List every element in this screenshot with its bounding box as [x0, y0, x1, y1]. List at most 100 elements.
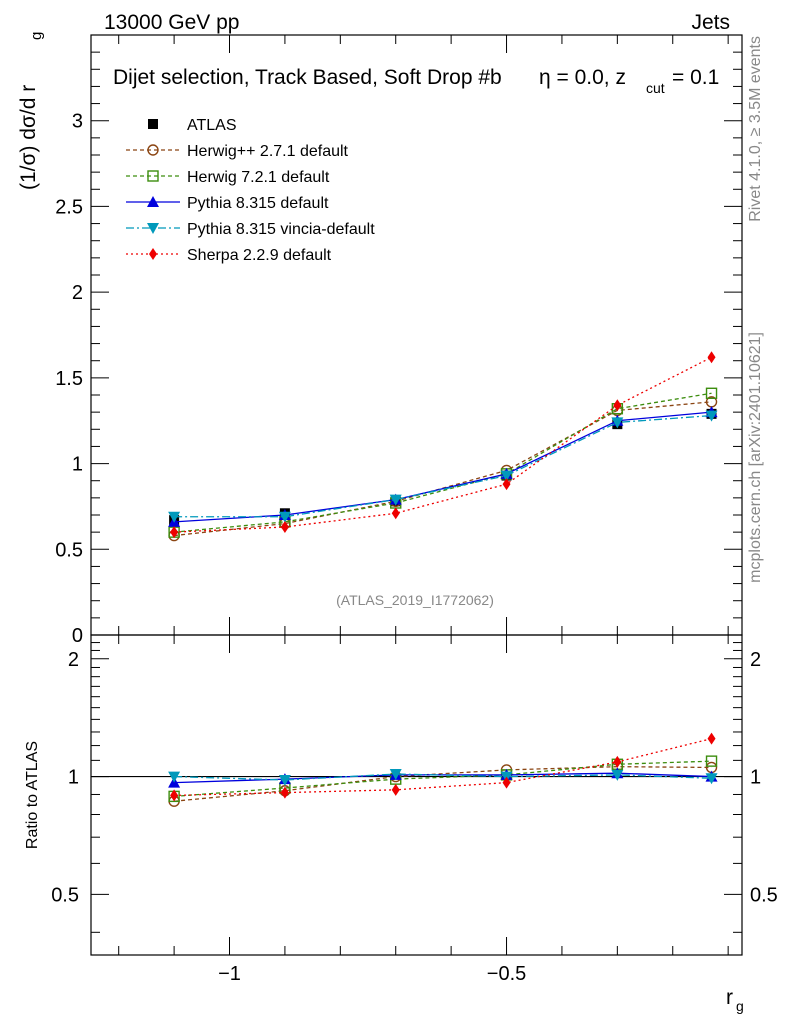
- data-point: [502, 478, 511, 491]
- ratio-point: [391, 783, 400, 796]
- ratio-y-tick-label: 2: [68, 649, 79, 671]
- ratio-y-tick-label: 1: [68, 767, 79, 789]
- series-2: [168, 387, 718, 538]
- plot-title: Dijet selection, Track Based, Soft Drop …: [113, 66, 719, 96]
- rivet-label: Rivet 4.1.0, ≥ 3.5M events: [747, 36, 764, 222]
- data-point: [707, 351, 716, 364]
- ratio-point: [705, 755, 718, 767]
- data-point: [705, 410, 718, 422]
- main-y-tick-label: 2.5: [55, 196, 83, 218]
- mcplots-label: mcplots.cern.ch [arXiv:2401.10621]: [747, 332, 764, 583]
- series-line: [174, 411, 712, 523]
- title-end: = 0.1: [672, 66, 719, 89]
- series-5: [170, 351, 716, 539]
- main-y-tick-label: 1.5: [55, 368, 83, 390]
- main-y-tick-label: 0: [72, 625, 83, 647]
- ratio-series: [168, 732, 718, 807]
- series-line: [174, 392, 712, 533]
- series-line: [174, 356, 712, 533]
- main-series: [168, 351, 718, 542]
- legend-label: Herwig++ 2.7.1 default: [187, 143, 349, 160]
- ratio-y-tick-label: 0.5: [51, 884, 79, 906]
- data-point: [705, 387, 718, 399]
- legend-marker: [147, 144, 159, 156]
- ratio-y-tick-label-right: 2: [750, 649, 761, 671]
- ratio-frame: [90, 634, 743, 956]
- legend-marker: [147, 223, 159, 234]
- x-axis-label-main: r: [726, 986, 733, 1009]
- ratio-series-2: [168, 755, 718, 803]
- ratio-point: [705, 773, 718, 785]
- series-line: [174, 414, 712, 518]
- legend-item: Pythia 8.315 vincia-default: [126, 221, 375, 238]
- legend-marker: [147, 170, 159, 182]
- main-panel: 0 0.5 1 1.5 2 2.5 3 Dijet selection, Track Bas…: [55, 34, 743, 647]
- y-axis-label-sub: g: [28, 32, 45, 40]
- data-point: [611, 417, 624, 429]
- ratio-point: [611, 769, 624, 781]
- ratio-point: [613, 755, 622, 768]
- data-point: [613, 399, 622, 412]
- ratio-series-1: [168, 760, 718, 807]
- ratio-panel: 0.5 0.5 1 1 2 2: [51, 634, 778, 956]
- title-main: Dijet selection, Track Based, Soft Drop …: [113, 66, 502, 89]
- ratio-series-line: [174, 738, 712, 797]
- data-point: [170, 526, 179, 539]
- data-point: [391, 507, 400, 520]
- data-point: [280, 521, 289, 533]
- legend-marker: [147, 196, 159, 207]
- legend-label: Pythia 8.315 vincia-default: [187, 221, 375, 238]
- main-ticks: 0 0.5 1 1.5 2 2.5 3: [55, 35, 742, 647]
- legend-item: Herwig 7.2.1 default: [126, 169, 330, 186]
- main-y-tick-label: 3: [72, 111, 83, 133]
- data-point: [278, 511, 291, 523]
- legend-item: ATLAS: [148, 117, 237, 134]
- series-line: [174, 401, 712, 537]
- x-tick-label: −1: [218, 963, 241, 985]
- legend-label: Pythia 8.315 default: [187, 195, 329, 212]
- legend-item: Herwig++ 2.7.1 default: [126, 143, 349, 160]
- main-y-tick-label: 1: [72, 454, 83, 476]
- x-tick-labels: −1 −0.5: [218, 963, 526, 985]
- y-axis-label-main: (1/σ) dσ/d r: [17, 85, 40, 190]
- title-tail: η = 0.0, z: [539, 66, 626, 89]
- data-point: [168, 511, 181, 523]
- x-tick-label: −0.5: [487, 963, 526, 985]
- ratio-y-tick-label-right: 0.5: [750, 884, 778, 906]
- legend-label: Sherpa 2.2.9 default: [187, 247, 332, 264]
- legend-marker: [149, 248, 157, 260]
- analysis-tag: (ATLAS_2019_I1772062): [336, 592, 494, 608]
- legend-item: Sherpa 2.2.9 default: [126, 247, 332, 264]
- header-left: 13000 GeV pp: [104, 11, 239, 34]
- ratio-ticks: 0.5 0.5 1 1 2 2: [51, 635, 778, 955]
- ratio-point: [168, 771, 181, 783]
- ratio-point: [278, 774, 291, 786]
- ratio-series-line: [174, 766, 712, 802]
- title-sub: cut: [646, 80, 665, 96]
- legend-label: ATLAS: [187, 117, 237, 134]
- legend-item: Pythia 8.315 default: [126, 195, 329, 212]
- legend-label: Herwig 7.2.1 default: [187, 169, 330, 186]
- ratio-y-axis-label: Ratio to ATLAS: [24, 741, 41, 849]
- ratio-point: [280, 786, 289, 799]
- y-axis-label: (1/σ) dσ/d r g: [17, 32, 45, 190]
- series-1: [168, 396, 718, 542]
- ratio-series-line: [174, 760, 712, 798]
- ratio-series-line: [174, 773, 712, 781]
- ratio-y-tick-label-right: 1: [750, 767, 761, 789]
- data-point: [500, 470, 513, 482]
- series-4: [168, 410, 718, 523]
- series-3: [168, 406, 718, 527]
- x-axis-label: r g: [726, 986, 744, 1014]
- x-axis-label-sub: g: [736, 998, 744, 1014]
- ratio-point: [502, 776, 511, 789]
- ratio-point: [170, 789, 179, 802]
- legend-marker: [148, 119, 158, 129]
- legend: ATLAS Herwig++ 2.7.1 default Herwig 7.2.1 …: [126, 117, 375, 264]
- ratio-point: [389, 769, 402, 781]
- header-right: Jets: [691, 11, 730, 34]
- data-point: [389, 494, 402, 506]
- series-0: [169, 408, 717, 526]
- main-y-tick-label: 0.5: [55, 539, 83, 561]
